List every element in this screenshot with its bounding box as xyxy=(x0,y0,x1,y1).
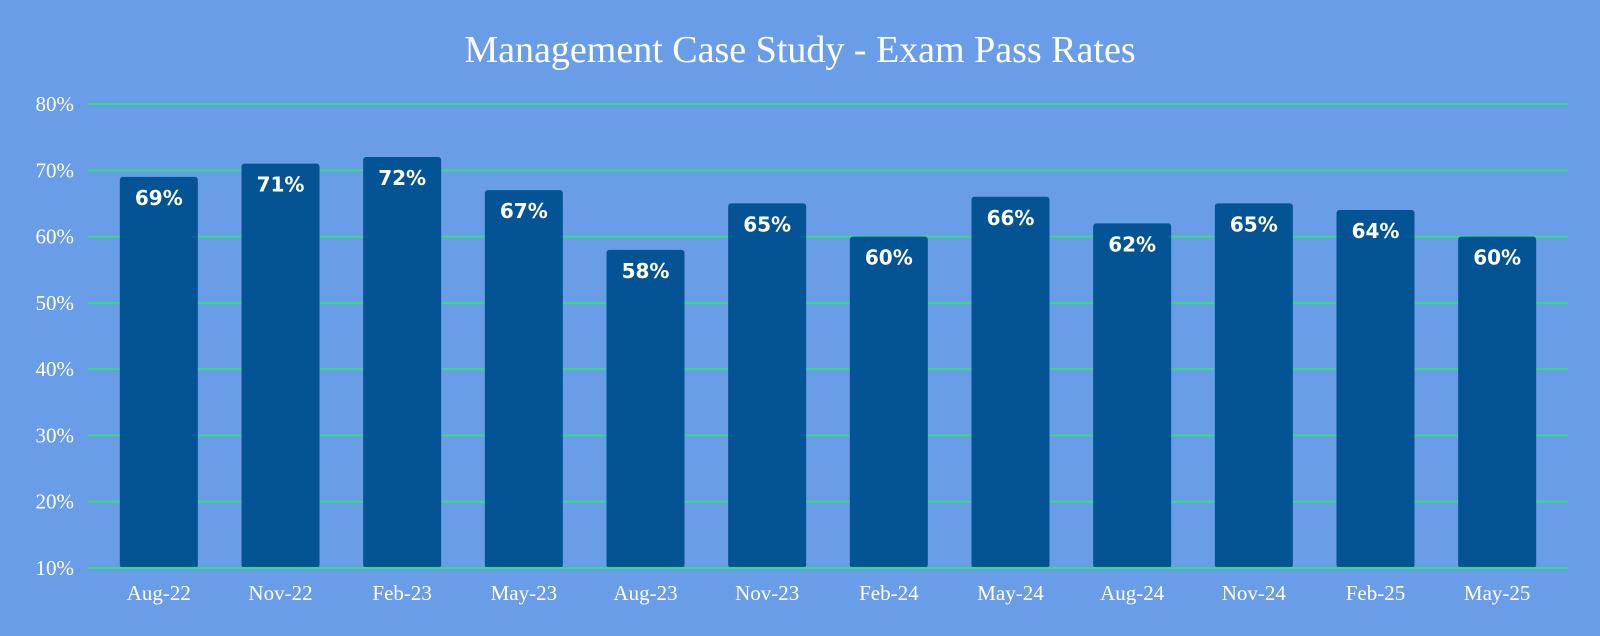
bar-feb-24 xyxy=(849,236,928,569)
bar-may-24 xyxy=(971,196,1050,569)
x-tick-label: Feb-24 xyxy=(859,581,919,605)
bar-aug-22 xyxy=(119,176,198,568)
gridlines xyxy=(88,103,1568,569)
data-label: 69% xyxy=(135,186,183,210)
chart-title: Management Case Study - Exam Pass Rates xyxy=(464,29,1135,71)
y-tick-label: 10% xyxy=(36,556,75,580)
data-label: 71% xyxy=(257,173,305,197)
y-tick-label: 70% xyxy=(36,158,75,182)
x-tick-label: Nov-22 xyxy=(248,581,312,605)
x-tick-label: May-23 xyxy=(491,581,558,605)
x-tick-label: Aug-23 xyxy=(613,581,677,605)
x-tick-label: May-25 xyxy=(1464,581,1531,605)
bar-nov-22 xyxy=(241,163,320,568)
data-label: 67% xyxy=(500,199,548,223)
data-label: 60% xyxy=(865,246,913,270)
y-tick-label: 40% xyxy=(36,357,75,381)
x-tick-label: Aug-22 xyxy=(127,581,191,605)
y-tick-label: 30% xyxy=(36,423,75,447)
data-label: 65% xyxy=(1230,212,1278,236)
data-labels: 69% 71% 72% 67% 58% 65% 60% 66% 62% 65% 64% 60% xyxy=(135,166,1521,283)
data-label: 62% xyxy=(1108,232,1156,256)
bar-feb-23 xyxy=(363,157,442,568)
y-tick-label: 60% xyxy=(36,225,75,249)
y-tick-label: 50% xyxy=(36,291,75,315)
bar-aug-24 xyxy=(1093,223,1172,569)
bar-may-25 xyxy=(1458,236,1537,569)
data-label: 60% xyxy=(1473,246,1521,270)
data-label: 58% xyxy=(622,259,670,283)
x-tick-label: May-24 xyxy=(977,581,1044,605)
data-label: 64% xyxy=(1352,219,1400,243)
x-axis-tick-labels: Aug-22 Nov-22 Feb-23 May-23 Aug-23 Nov-23 Feb-… xyxy=(127,581,1531,605)
bar-aug-23 xyxy=(606,249,685,569)
data-label: 72% xyxy=(378,166,426,190)
data-label: 66% xyxy=(987,206,1035,230)
x-tick-label: Feb-23 xyxy=(372,581,432,605)
y-tick-label: 20% xyxy=(36,490,75,514)
bar-nov-24 xyxy=(1214,203,1293,568)
x-tick-label: Aug-24 xyxy=(1100,581,1165,605)
x-tick-label: Feb-25 xyxy=(1346,581,1406,605)
y-axis-tick-labels: 10% 20% 30% 40% 50% 60% 70% 80% xyxy=(36,92,75,580)
bar-feb-25 xyxy=(1336,210,1415,569)
bars xyxy=(119,157,1537,569)
data-label: 65% xyxy=(743,212,791,236)
y-tick-label: 80% xyxy=(36,92,75,116)
x-tick-label: Nov-24 xyxy=(1222,581,1287,605)
bar-may-23 xyxy=(484,190,563,568)
bar-nov-23 xyxy=(728,203,807,568)
x-tick-label: Nov-23 xyxy=(735,581,799,605)
